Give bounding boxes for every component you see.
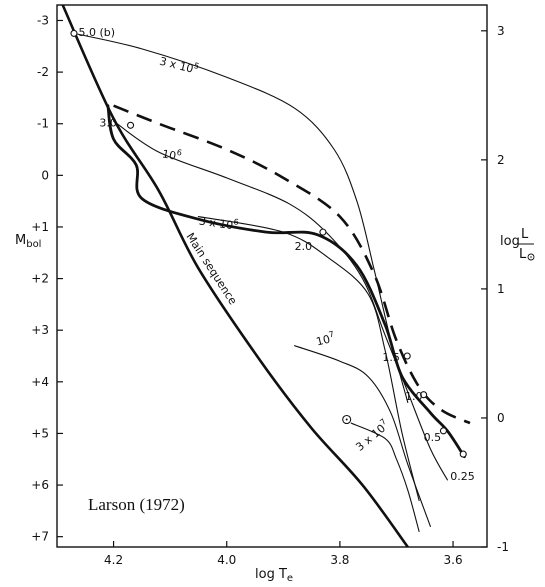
evolutionary-tracks	[61, 4, 471, 548]
x-axis-label: log Te	[255, 567, 293, 584]
track-line-4	[197, 216, 420, 502]
track-line-0	[73, 32, 409, 404]
y-tick-label-4: +1	[31, 220, 49, 234]
curve-annotation-10: 3 x 107	[352, 417, 392, 454]
svg-text:log: log	[500, 234, 520, 249]
svg-text:L: L	[521, 227, 529, 242]
main-sequence-label: Main sequence	[183, 231, 239, 308]
x-tick-label-1: 4.0	[217, 553, 236, 567]
credit-label: Larson (1972)	[88, 495, 185, 514]
x-axis-ticks: 4.2 4.0 3.8 3.6	[104, 541, 463, 567]
y-tick-label-9: +6	[31, 478, 49, 492]
x-tick-label-0: 4.2	[104, 553, 123, 567]
svg-text:L: L	[519, 247, 527, 262]
y-tick-label-2: -1	[37, 117, 49, 131]
track-marker-4	[420, 391, 428, 399]
curve-annotation-0: 5.0 (b)	[79, 26, 116, 39]
curve-annotation-2: 3.0	[99, 116, 117, 129]
track-line-5	[294, 345, 431, 527]
track-markers	[70, 29, 467, 458]
y-tick-label-3: 0	[41, 168, 49, 182]
y2-tick-label-4: -1	[497, 540, 509, 554]
track-marker-0	[70, 29, 78, 37]
plot-frame	[56, 4, 488, 548]
track-line-3	[106, 104, 466, 459]
y2-axis-ticks: 3 2 1 0 -1	[481, 24, 509, 554]
curve-annotation-11: 0.25	[450, 470, 475, 483]
curve-annotation-9: 0.5	[424, 431, 442, 444]
track-marker-2	[319, 228, 327, 236]
track-line-6	[350, 422, 420, 533]
curve-annotation-1: 3 x 105	[158, 53, 200, 77]
curve-annotation-6: 107	[314, 329, 336, 348]
y-tick-label-7: +4	[31, 375, 49, 389]
y-tick-label-8: +5	[31, 426, 49, 440]
track-marker-6	[459, 450, 467, 458]
y-tick-label-10: +7	[31, 530, 49, 544]
y2-tick-label-0: 3	[497, 24, 505, 38]
track-marker-1	[127, 121, 135, 129]
y-tick-label-5: +2	[31, 272, 49, 286]
y2-tick-label-1: 2	[497, 153, 505, 167]
curve-annotation-5: 2.0	[295, 240, 313, 253]
y2-axis-label: log L L	[500, 227, 535, 262]
y-axis-label: Mbol	[15, 233, 41, 250]
curve-annotation-3: 106	[161, 145, 182, 163]
y-axis-ticks: -3 -2 -1 0 +1 +2 +3 +4 +5 +6 +7	[31, 13, 63, 544]
main-sequence-line	[61, 4, 409, 548]
y-tick-label-6: +3	[31, 323, 49, 337]
x-tick-label-2: 3.8	[330, 553, 349, 567]
y-tick-label-0: -3	[37, 13, 49, 27]
y-tick-label-1: -2	[37, 65, 49, 79]
curve-annotation-8: 1.0	[405, 390, 423, 403]
curve-annotation-4: 3 x 106	[198, 213, 239, 233]
y2-tick-label-2: 1	[497, 282, 505, 296]
track-marker-3	[403, 352, 411, 360]
track-marker-5	[439, 427, 447, 435]
curve-annotation-7: 1.5	[382, 351, 400, 364]
track-line-1	[113, 104, 471, 425]
curve-annotations: 5.0 (b) 3 x 105 3.0 106 3 x 106 2.0 107 1.5 1.0 0…	[79, 26, 475, 483]
y2-tick-label-3: 0	[497, 411, 505, 425]
x-tick-label-3: 3.6	[444, 553, 463, 567]
